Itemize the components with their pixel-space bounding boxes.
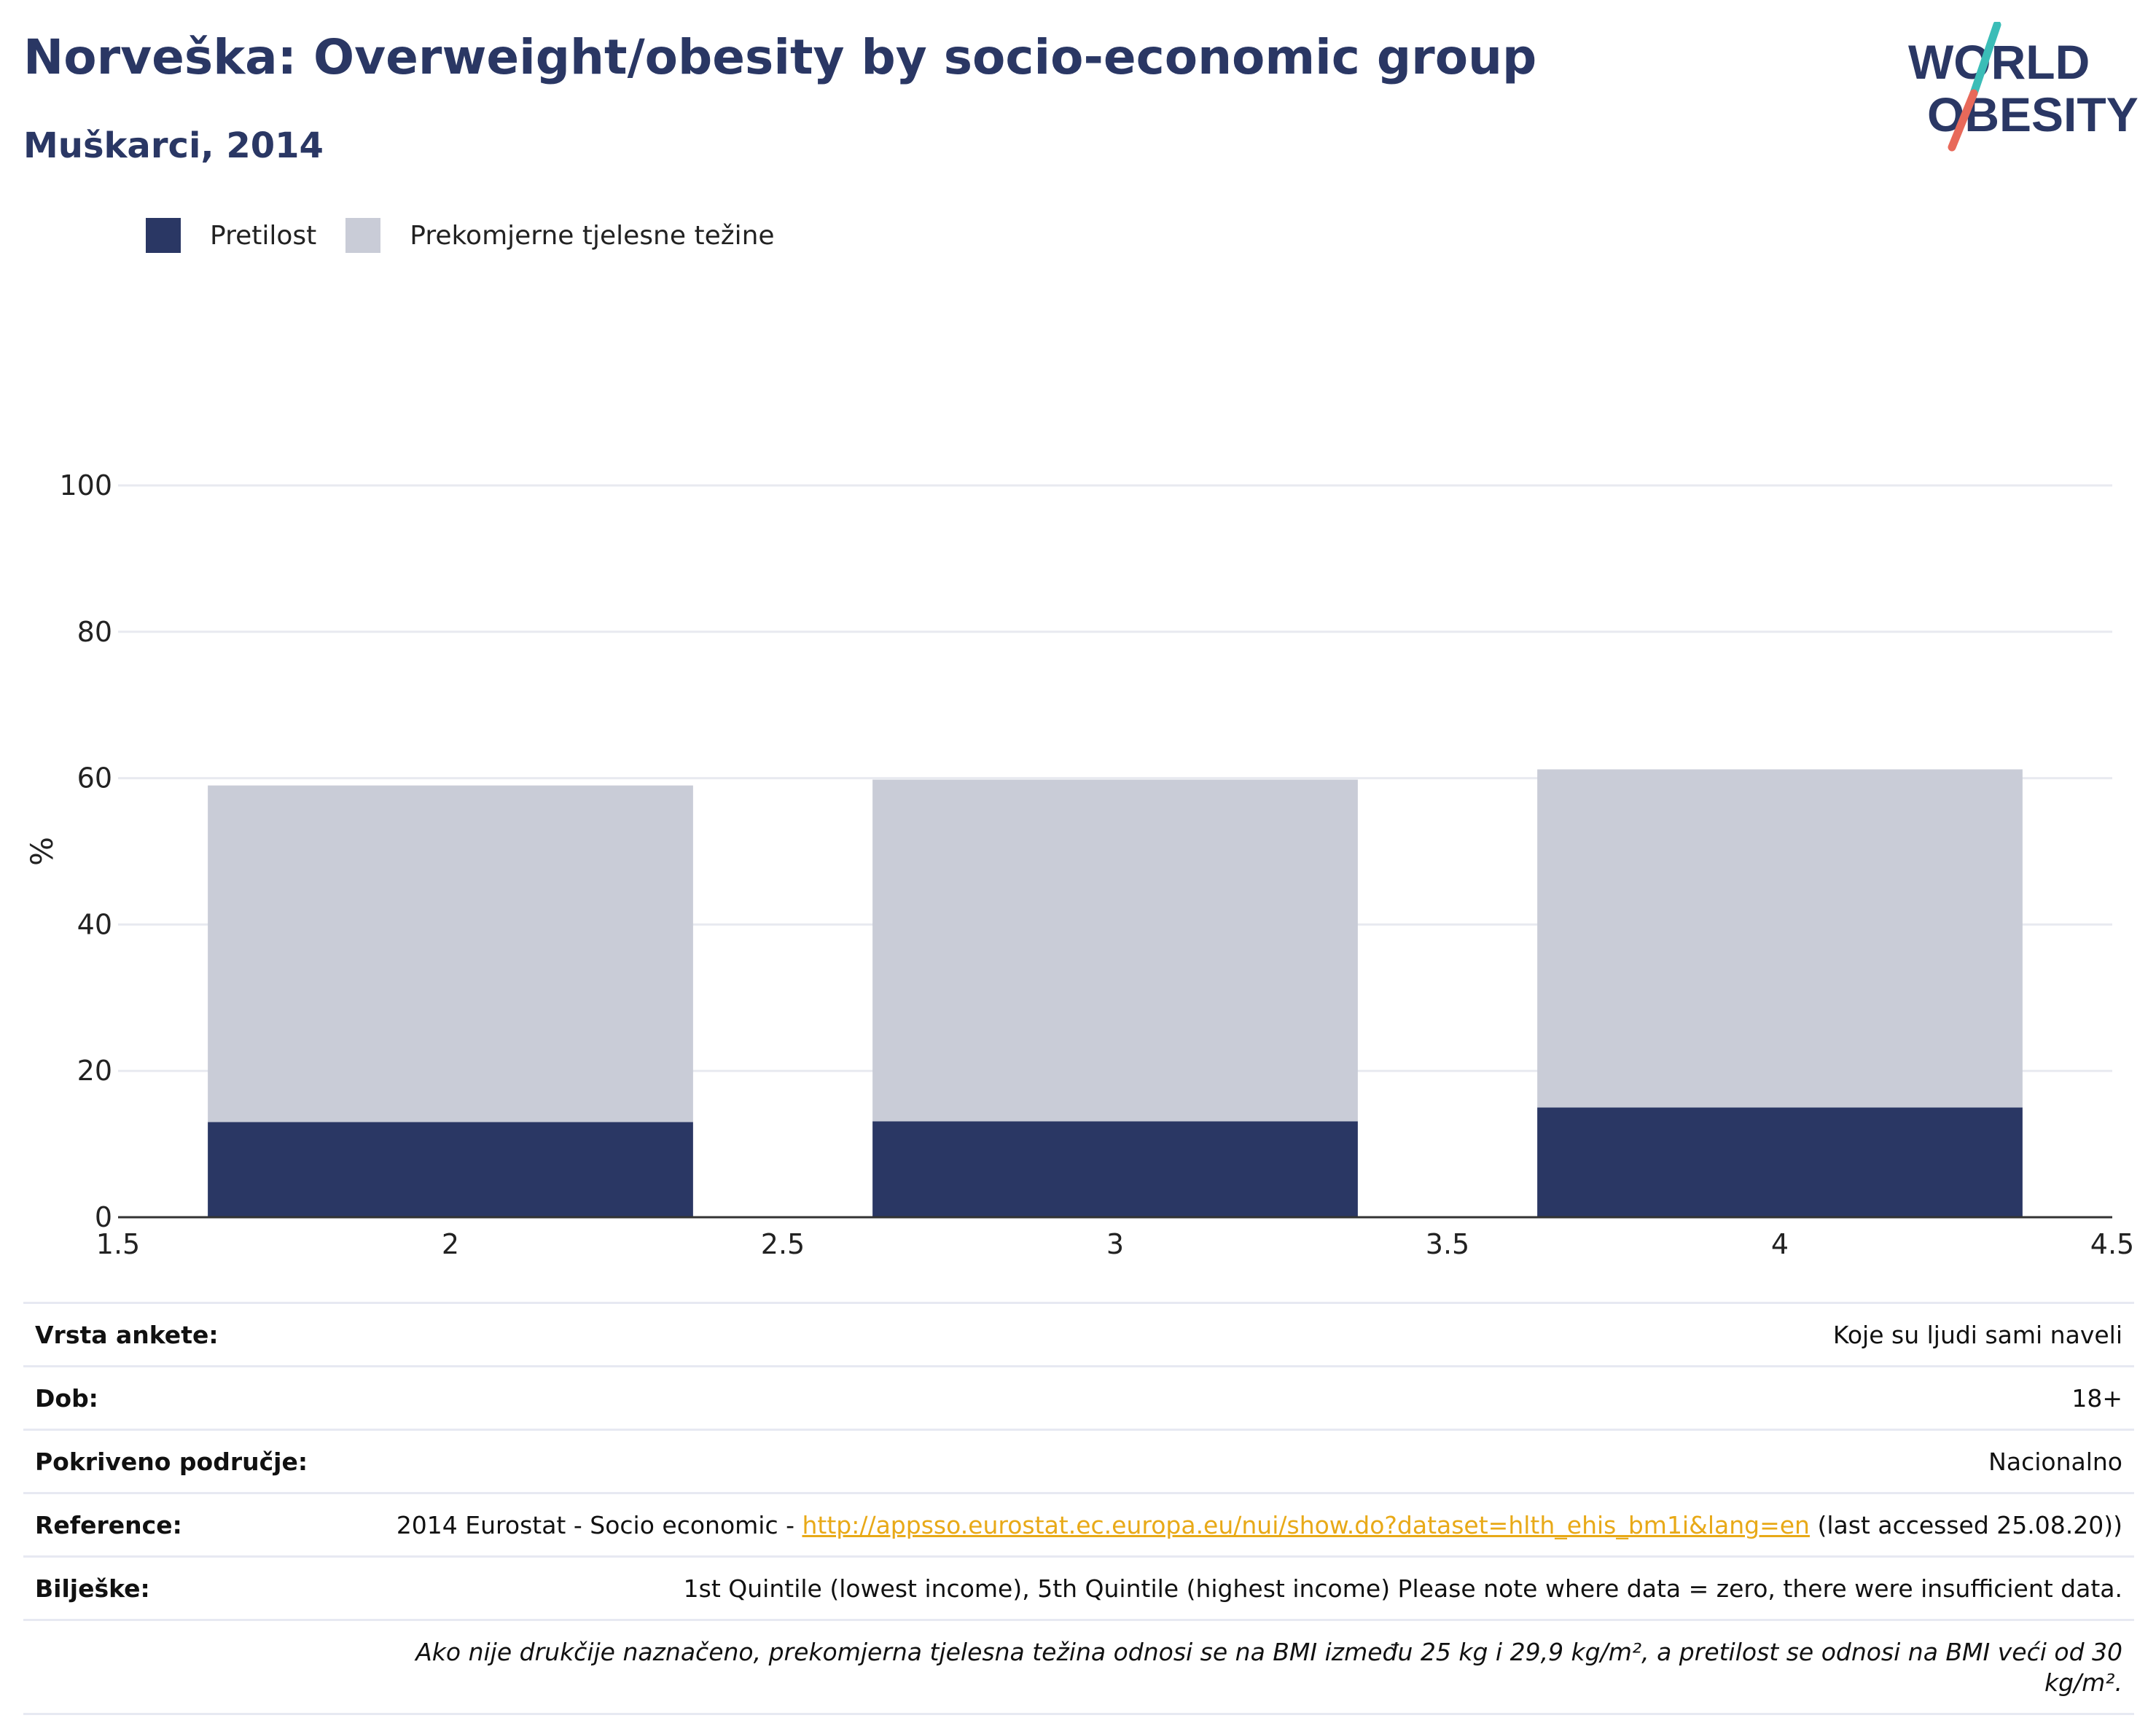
- legend-swatch-obesity: [146, 218, 181, 253]
- bar-obesity-2: [208, 1122, 693, 1217]
- x-tick-label: 3: [1106, 1228, 1124, 1260]
- x-tick-label: 1.5: [96, 1228, 140, 1260]
- y-tick-label: 60: [77, 762, 112, 794]
- bar-overweight-2: [208, 785, 693, 1122]
- y-tick-label: 20: [77, 1055, 112, 1087]
- info-row-notes: Bilješke: 1st Quintile (lowest income), …: [23, 1555, 2134, 1619]
- coverage-value: Nacionalno: [1988, 1448, 2122, 1476]
- x-tick-label: 4: [1771, 1228, 1789, 1260]
- x-tick-label: 2.5: [761, 1228, 805, 1260]
- info-row-coverage: Pokriveno područje: Nacionalno: [23, 1429, 2134, 1492]
- info-row-definition: Ako nije drukčije naznačeno, prekomjerna…: [23, 1619, 2134, 1715]
- logo-word-world: WORLD: [1908, 35, 2090, 89]
- bar-overweight-4: [1537, 769, 2023, 1108]
- info-row-age: Dob: 18+: [23, 1365, 2134, 1429]
- x-tick-label: 3.5: [1426, 1228, 1469, 1260]
- info-row-survey: Vrsta ankete: Koje su ljudi sami naveli: [23, 1302, 2134, 1365]
- bar-obesity-3: [872, 1121, 1358, 1217]
- legend-label-obesity: Pretilost: [210, 220, 317, 251]
- y-tick-label: 40: [77, 908, 112, 940]
- age-label: Dob:: [35, 1384, 98, 1413]
- notes-value: 1st Quintile (lowest income), 5th Quinti…: [683, 1574, 2122, 1603]
- y-tick-label: 100: [59, 469, 112, 501]
- reference-prefix: 2014 Eurostat - Socio economic -: [396, 1511, 802, 1539]
- coverage-label: Pokriveno područje:: [35, 1448, 308, 1476]
- y-tick-label: 80: [77, 616, 112, 648]
- legend-swatch-overweight: [345, 218, 381, 253]
- legend-item-overweight[interactable]: Prekomjerne tjelesne težine: [345, 218, 775, 253]
- definition-note: Ako nije drukčije naznačeno, prekomjerna…: [415, 1638, 2122, 1697]
- chart-subtitle: Muškarci, 2014: [23, 125, 324, 166]
- world-obesity-logo: WORLD OBESITY: [1908, 22, 2139, 152]
- reference-label: Reference:: [35, 1511, 182, 1539]
- y-tick-label: 0: [95, 1201, 112, 1233]
- chart-title: Norveška: Overweight/obesity by socio-ec…: [23, 29, 1537, 85]
- info-row-reference: Reference: 2014 Eurostat - Socio economi…: [23, 1492, 2134, 1555]
- bar-overweight-3: [872, 779, 1358, 1122]
- survey-type-label: Vrsta ankete:: [35, 1321, 219, 1349]
- notes-label: Bilješke:: [35, 1574, 150, 1603]
- logo-slash-teal: [1969, 22, 2001, 98]
- age-value: 18+: [2071, 1384, 2122, 1413]
- legend-item-obesity[interactable]: Pretilost: [146, 218, 316, 253]
- legend-label-overweight: Prekomjerne tjelesne težine: [410, 220, 775, 251]
- x-tick-label: 4.5: [2090, 1228, 2134, 1260]
- bar-obesity-4: [1537, 1107, 2023, 1217]
- x-tick-label: 2: [442, 1228, 459, 1260]
- reference-suffix: (last accessed 25.08.20)): [1809, 1511, 2122, 1539]
- survey-type-value: Koje su ljudi sami naveli: [1832, 1321, 2122, 1349]
- stacked-bar-chart: 0 20 40 60 80 100% 1.5 2 2.5 3 3.5 4 4.5: [24, 469, 2134, 1260]
- reference-value: 2014 Eurostat - Socio economic - http://…: [397, 1510, 2122, 1541]
- chart-legend: Pretilost Prekomjerne tjelesne težine: [146, 217, 804, 254]
- info-table: Vrsta ankete: Koje su ljudi sami naveli …: [23, 1302, 2134, 1715]
- y-axis-title: %: [24, 837, 60, 866]
- reference-link[interactable]: http://appsso.eurostat.ec.europa.eu/nui/…: [802, 1511, 1810, 1539]
- logo-slash-coral: [1948, 89, 1978, 152]
